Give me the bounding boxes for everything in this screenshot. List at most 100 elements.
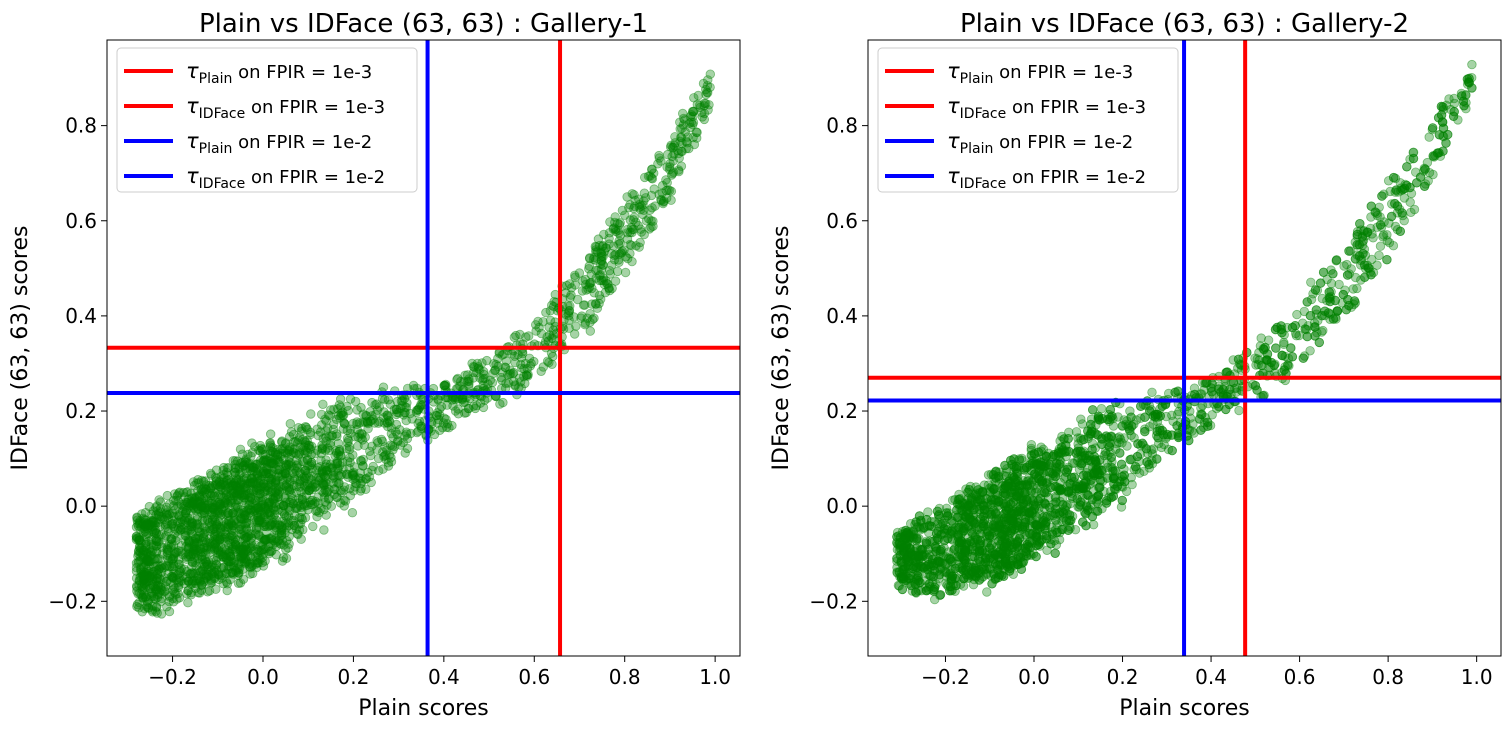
scatter-point xyxy=(240,510,250,521)
scatter-point xyxy=(631,241,641,251)
scatter-point xyxy=(199,528,209,539)
scatter-point xyxy=(627,227,637,238)
scatter-point xyxy=(164,499,175,509)
scatter-point xyxy=(383,421,393,432)
scatter-point xyxy=(661,175,671,185)
y-tick-label: 0.4 xyxy=(65,304,97,328)
scatter-point xyxy=(670,132,680,142)
scatter-point xyxy=(663,149,673,160)
y-tick-label: −0.2 xyxy=(48,589,97,613)
scatter-point xyxy=(565,292,575,303)
scatter-point xyxy=(207,480,218,491)
scatter-point xyxy=(163,523,173,534)
scatter-point xyxy=(133,549,144,559)
scatter-point xyxy=(580,300,590,310)
scatter-point xyxy=(668,156,678,166)
scatter-point xyxy=(1420,164,1430,174)
scatter-point xyxy=(266,458,277,468)
scatter-point xyxy=(367,441,377,452)
scatter-point xyxy=(264,546,275,557)
legend-text-rest: on FPIR = 1e-3 xyxy=(245,97,385,118)
scatter-point xyxy=(306,449,317,460)
scatter-point xyxy=(514,373,525,383)
scatter-point xyxy=(183,494,194,505)
scatter-point xyxy=(134,542,145,553)
scatter-point xyxy=(180,508,191,518)
scatter-point xyxy=(255,440,265,451)
scatter-point xyxy=(242,532,252,542)
scatter-point xyxy=(302,500,312,511)
scatter-point xyxy=(258,534,268,544)
scatter-point xyxy=(134,535,145,545)
scatter-point xyxy=(233,486,243,497)
scatter-point xyxy=(227,508,238,518)
scatter-point xyxy=(382,418,393,428)
scatter-point xyxy=(216,570,227,580)
scatter-point xyxy=(279,510,290,520)
scatter-point xyxy=(192,534,203,544)
scatter-point xyxy=(169,583,180,594)
scatter-point xyxy=(194,492,204,502)
scatter-point xyxy=(201,537,212,548)
scatter-point xyxy=(193,504,204,514)
scatter-point xyxy=(273,456,283,466)
scatter-point xyxy=(623,224,633,235)
scatter-point xyxy=(181,513,191,523)
scatter-point xyxy=(206,482,217,492)
scatter-point xyxy=(574,268,585,278)
scatter-point xyxy=(162,544,173,554)
scatter-point xyxy=(591,299,601,309)
scatter-point xyxy=(647,174,658,184)
scatter-point xyxy=(1298,353,1309,363)
scatter-point xyxy=(189,540,200,550)
scatter-point xyxy=(183,552,193,562)
scatter-point xyxy=(497,367,507,377)
scatter-point xyxy=(477,375,488,386)
scatter-point xyxy=(155,497,166,507)
scatter-point xyxy=(199,522,209,533)
scatter-point xyxy=(250,559,261,569)
scatter-point xyxy=(254,478,264,488)
scatter-point xyxy=(241,554,251,565)
scatter-point xyxy=(1350,254,1361,264)
y-axis-label: IDFace (63, 63) scores xyxy=(8,226,33,471)
scatter-point xyxy=(689,139,700,150)
scatter-point xyxy=(270,478,281,488)
scatter-point xyxy=(524,331,534,341)
scatter-point xyxy=(1050,548,1060,559)
scatter-point xyxy=(238,545,249,555)
scatter-point xyxy=(138,575,149,585)
scatter-point xyxy=(149,527,159,537)
scatter-point xyxy=(1287,352,1298,362)
scatter-point xyxy=(250,495,260,505)
scatter-point xyxy=(219,498,230,509)
scatter-point xyxy=(439,380,449,391)
scatter-point xyxy=(350,432,360,442)
scatter-point xyxy=(548,325,559,335)
chart-2: −0.2 0.0 0.2 0.4 0.6 0.8 1.0−0.20.00.20.40.60.… xyxy=(769,9,1502,721)
scatter-point xyxy=(255,516,265,526)
scatter-point xyxy=(311,506,321,516)
scatter-point xyxy=(897,584,908,595)
scatter-point xyxy=(144,576,154,586)
scatter-point xyxy=(201,571,211,581)
scatter-point xyxy=(142,549,153,559)
scatter-point xyxy=(1331,255,1342,265)
scatter-point xyxy=(1271,343,1281,353)
scatter-point xyxy=(342,469,352,479)
scatter-point xyxy=(196,544,206,554)
scatter-point xyxy=(269,513,279,523)
scatter-point xyxy=(260,503,270,514)
scatter-point xyxy=(609,250,619,261)
scatter-point xyxy=(265,491,275,501)
scatter-point xyxy=(176,522,187,533)
scatter-point xyxy=(989,484,999,494)
scatter-point xyxy=(326,459,336,469)
scatter-point xyxy=(169,521,179,531)
scatter-point xyxy=(439,380,450,391)
scatter-point xyxy=(407,414,417,424)
scatter-point xyxy=(169,568,179,578)
scatter-point xyxy=(1399,193,1410,203)
scatter-point xyxy=(289,520,300,531)
scatter-point xyxy=(501,378,511,389)
